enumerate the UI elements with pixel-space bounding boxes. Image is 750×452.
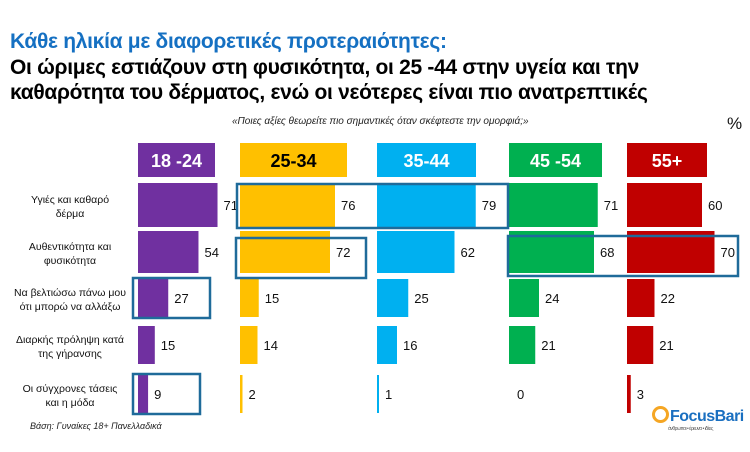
data-label: 62 — [461, 245, 475, 260]
bar — [509, 279, 539, 317]
chart-title: Κάθε ηλικία με διαφορετικές προτεραιότητ… — [10, 30, 447, 53]
bar — [240, 375, 243, 413]
bar — [627, 231, 715, 273]
series-header-label: 55+ — [652, 151, 683, 171]
data-label: 9 — [154, 387, 161, 402]
category-label: Να βελτιώσω πάνω μου — [14, 287, 126, 299]
series-header-1 — [240, 143, 347, 177]
highlight-box — [235, 182, 510, 230]
data-label: 54 — [204, 245, 218, 260]
data-label: 3 — [637, 387, 644, 402]
data-label: 60 — [708, 198, 722, 213]
data-label: 27 — [174, 291, 188, 306]
bar — [138, 231, 199, 273]
chart-subtitle: Οι ώριμες εστιάζουν στη φυσικότητα, οι 2… — [10, 55, 648, 105]
data-label: 25 — [414, 291, 428, 306]
survey-question: «Ποιες αξίες θεωρείτε πιο σημαντικές ότα… — [232, 116, 529, 127]
bar — [377, 326, 397, 364]
unit-label: % — [727, 114, 743, 133]
magnifier-icon — [652, 406, 669, 423]
category-label: δέρμα — [56, 208, 85, 220]
series-header-4 — [627, 143, 707, 177]
data-label: 70 — [721, 245, 735, 260]
series-header-2 — [377, 143, 476, 177]
category-label: Οι σύγχρονες τάσεις — [23, 383, 118, 395]
series-header-3 — [509, 143, 602, 177]
data-label: 71 — [224, 198, 238, 213]
bar — [627, 375, 631, 413]
highlight-box — [234, 236, 368, 280]
data-label: 24 — [545, 291, 559, 306]
bar — [377, 183, 476, 227]
bar — [377, 375, 379, 413]
data-label: 72 — [336, 245, 350, 260]
category-label: φυσικότητα — [44, 255, 96, 267]
data-label: 79 — [482, 198, 496, 213]
bar — [138, 326, 155, 364]
bar — [377, 231, 455, 273]
series-header-0 — [138, 143, 215, 177]
subtitle-line-2: καθαρότητα του δέρματος, ενώ οι νεότερες… — [10, 81, 648, 104]
data-label: 15 — [161, 338, 175, 353]
series-header-label: 25-34 — [270, 151, 316, 171]
bar — [509, 326, 536, 364]
data-label: 1 — [385, 387, 392, 402]
data-label: 21 — [541, 338, 555, 353]
focusbari-logo: FocusBari άνθρωποι • έρευνα • ιδέες — [652, 406, 744, 432]
highlight-box — [131, 372, 202, 416]
data-label: 76 — [341, 198, 355, 213]
highlight-box — [131, 276, 212, 320]
data-label: 0 — [517, 387, 524, 402]
category-label: Αυθεντικότητα και — [29, 241, 112, 253]
base-note: Βάση: Γυναίκες 18+ Πανελλαδικά — [30, 421, 162, 431]
bar — [509, 183, 598, 227]
category-label: Υγιές και καθαρό — [31, 194, 109, 206]
logo-tagline: άνθρωποι • έρευνα • ιδέες — [668, 426, 713, 432]
bar — [138, 375, 149, 413]
data-label: 16 — [403, 338, 417, 353]
data-label: 22 — [661, 291, 675, 306]
bar — [240, 326, 258, 364]
bar — [138, 279, 169, 317]
series-header-label: 35-44 — [403, 151, 449, 171]
bar — [627, 279, 655, 317]
bar — [627, 183, 702, 227]
data-label: 68 — [600, 245, 614, 260]
data-label: 21 — [659, 338, 673, 353]
category-label: Διαρκής πρόληψη κατά — [16, 334, 124, 346]
category-label: και η μόδα — [45, 397, 94, 409]
bar — [240, 183, 335, 227]
bar — [509, 231, 594, 273]
category-label: ότι μπορώ να αλλάξω — [20, 301, 121, 313]
bar — [627, 326, 654, 364]
subtitle-line-1: Οι ώριμες εστιάζουν στη φυσικότητα, οι 2… — [10, 56, 639, 79]
category-label: της γήρανσης — [38, 348, 102, 360]
series-header-label: 45 -54 — [530, 151, 581, 171]
data-label: 14 — [264, 338, 278, 353]
logo-name: FocusBari — [670, 408, 744, 425]
bar — [240, 279, 259, 317]
bar — [138, 183, 218, 227]
data-label: 71 — [604, 198, 618, 213]
data-label: 15 — [265, 291, 279, 306]
bar — [377, 279, 409, 317]
series-header-label: 18 -24 — [151, 151, 202, 171]
highlight-box — [506, 234, 740, 278]
data-label: 2 — [249, 387, 256, 402]
